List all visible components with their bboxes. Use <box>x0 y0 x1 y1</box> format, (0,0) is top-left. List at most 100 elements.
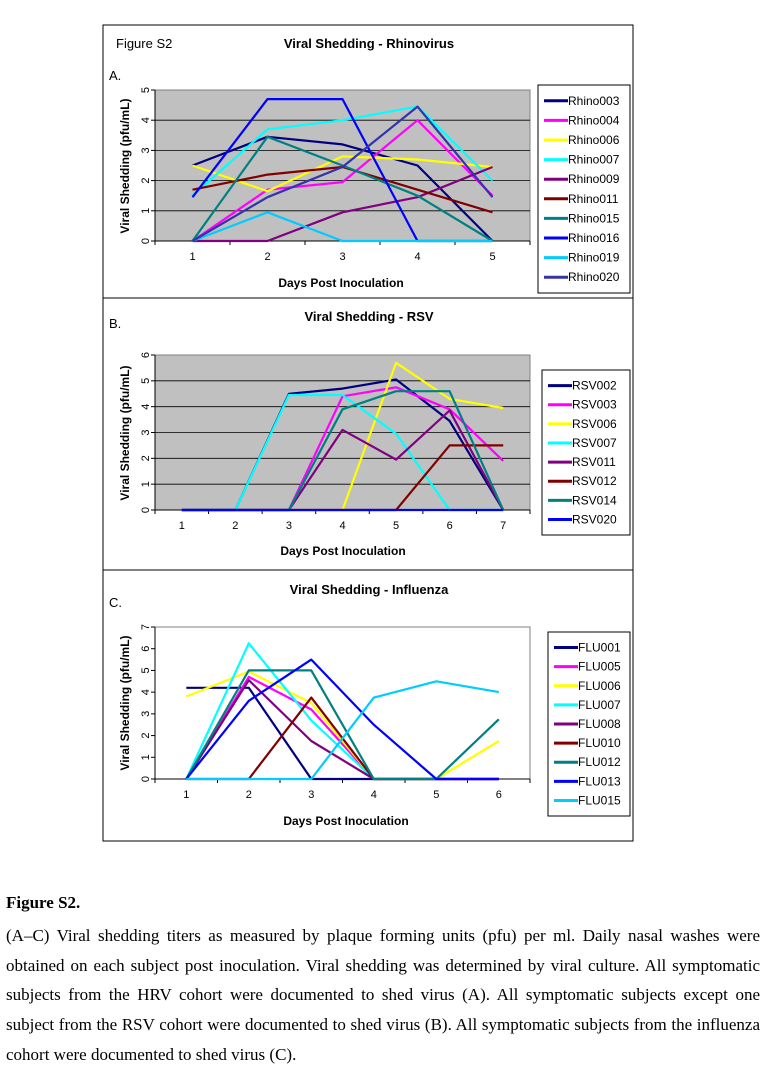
y-tick-label: 4 <box>140 689 152 695</box>
legend-entry: Rhino004 <box>568 113 620 127</box>
x-tick-label: 4 <box>371 789 377 801</box>
y-axis-label: Viral Shedding (pfu/mL) <box>118 635 132 770</box>
legend-entry: Rhino020 <box>568 270 620 284</box>
y-tick-label: 4 <box>140 404 152 410</box>
legend-entry: Rhino006 <box>568 133 620 147</box>
legend-entry: RSV011 <box>572 455 616 469</box>
x-tick-label: 5 <box>489 251 495 263</box>
series-line-flu013 <box>185 658 499 781</box>
figure-s2-chart-panel: Figure S2 A. Viral Shedding - Rhinovirus 0… <box>102 24 634 842</box>
x-tick-label: 1 <box>183 789 189 801</box>
y-tick-label: 5 <box>140 667 152 673</box>
x-axis-label: Days Post Inoculation <box>283 814 408 828</box>
figure-caption: Figure S2. (A–C) Viral shedding titers a… <box>6 893 760 1070</box>
y-tick-label: 3 <box>140 429 152 435</box>
chart-title: Viral Shedding - Rhinovirus <box>284 36 454 51</box>
legend-entry: FLU001 <box>578 641 621 655</box>
legend-entry: Rhino003 <box>568 94 620 108</box>
legend-entry: RSV014 <box>572 493 617 507</box>
legend-entry: RSV006 <box>572 417 617 431</box>
y-tick-label: 2 <box>140 178 152 184</box>
y-tick-label: 0 <box>140 238 152 244</box>
legend-box <box>541 369 631 536</box>
chart-title: Viral Shedding - RSV <box>304 309 433 324</box>
legend-entry: FLU005 <box>578 660 621 674</box>
x-tick-label: 1 <box>189 251 195 263</box>
series-line-flu015 <box>186 680 499 781</box>
series-line-flu012 <box>185 669 500 781</box>
caption-text: (A–C) Viral shedding titers as measured … <box>6 926 760 1064</box>
chart-panel-2: B. Viral Shedding - RSV 0 1 2 3 4 5 6 1 2 3 4 5 6 7 Days… <box>109 309 631 558</box>
legend-entry: Rhino007 <box>568 153 620 167</box>
legend-entry: FLU015 <box>578 793 621 807</box>
x-tick-label: 5 <box>393 520 399 532</box>
y-axis-label: Viral Shedding (pfu/mL) <box>118 365 132 500</box>
y-tick-label: 5 <box>140 87 152 93</box>
legend-entry: Rhino016 <box>568 231 620 245</box>
legend-entry: FLU012 <box>578 755 621 769</box>
legend-entry: Rhino015 <box>568 211 620 225</box>
y-tick-label: 4 <box>140 117 152 123</box>
y-tick-label: 6 <box>140 646 152 652</box>
legend-entry: Rhino009 <box>568 172 620 186</box>
legend-entry: FLU007 <box>578 698 621 712</box>
y-tick-label: 2 <box>140 455 152 461</box>
x-tick-label: 3 <box>339 251 345 263</box>
x-tick-label: 3 <box>286 520 292 532</box>
charts-root: A. Viral Shedding - Rhinovirus 0 1 2 3 4 5 1 2 3 4 5… <box>109 36 631 828</box>
legend-entry: RSV003 <box>572 398 617 412</box>
series-line-rhino009 <box>192 165 493 243</box>
x-tick-label: 2 <box>264 251 270 263</box>
series-line-rhino015 <box>191 135 494 242</box>
x-tick-label: 4 <box>414 251 420 263</box>
x-tick-label: 3 <box>308 789 314 801</box>
legend-entry: FLU010 <box>578 736 621 750</box>
series-line-rhino004 <box>191 119 494 242</box>
x-axis-label: Days Post Inoculation <box>280 544 405 558</box>
legend-entry: RSV020 <box>572 512 617 526</box>
y-tick-label: 0 <box>140 776 152 782</box>
legend-entry: FLU013 <box>578 774 621 788</box>
y-tick-label: 1 <box>140 208 152 214</box>
x-tick-label: 6 <box>496 789 502 801</box>
series-line-rhino006 <box>192 155 493 193</box>
y-tick-label: 1 <box>140 754 152 760</box>
legend-entry: FLU006 <box>578 679 621 693</box>
legend-entry: Rhino011 <box>568 192 619 206</box>
series-line-flu006 <box>185 670 500 781</box>
x-tick-label: 7 <box>500 520 506 532</box>
series-line-rhino003 <box>192 135 494 242</box>
panel-label: B. <box>109 316 121 331</box>
panel-label: A. <box>109 68 121 83</box>
caption-title: Figure S2. <box>6 893 81 912</box>
x-tick-label: 4 <box>339 520 345 532</box>
legend-entry: Rhino019 <box>568 251 620 265</box>
x-tick-label: 1 <box>179 520 185 532</box>
y-tick-label: 5 <box>140 378 152 384</box>
y-tick-label: 2 <box>140 733 152 739</box>
figure-label: Figure S2 <box>116 36 172 51</box>
x-tick-label: 2 <box>246 789 252 801</box>
panel-label: C. <box>109 595 122 610</box>
y-tick-label: 1 <box>140 481 152 487</box>
series-line-rhino019 <box>192 211 493 243</box>
legend-entry: RSV002 <box>572 379 617 393</box>
legend-entry: RSV007 <box>572 436 617 450</box>
y-tick-label: 7 <box>140 624 152 630</box>
chart-panel-1: A. Viral Shedding - Rhinovirus 0 1 2 3 4 5 1 2 3 4 5… <box>109 36 631 294</box>
y-tick-label: 6 <box>140 352 152 358</box>
chart-panel-3: C. Viral Shedding - Influenza 0 1 2 3 4 5 6 7 1 2 3 4… <box>109 582 631 828</box>
y-tick-label: 3 <box>140 711 152 717</box>
series-line-rhino007 <box>191 105 494 197</box>
legend-entry: FLU008 <box>578 717 621 731</box>
chart-title: Viral Shedding - Influenza <box>290 582 449 597</box>
x-tick-label: 6 <box>447 520 453 532</box>
legend-entry: RSV012 <box>572 474 617 488</box>
series-line-rhino020 <box>191 105 494 242</box>
y-tick-label: 0 <box>140 507 152 513</box>
y-tick-label: 3 <box>140 147 152 153</box>
x-tick-label: 2 <box>232 520 238 532</box>
plot-area <box>154 626 531 780</box>
y-axis-label: Viral Shedding (pfu/mL) <box>118 98 132 233</box>
x-axis-label: Days Post Inoculation <box>278 276 403 290</box>
